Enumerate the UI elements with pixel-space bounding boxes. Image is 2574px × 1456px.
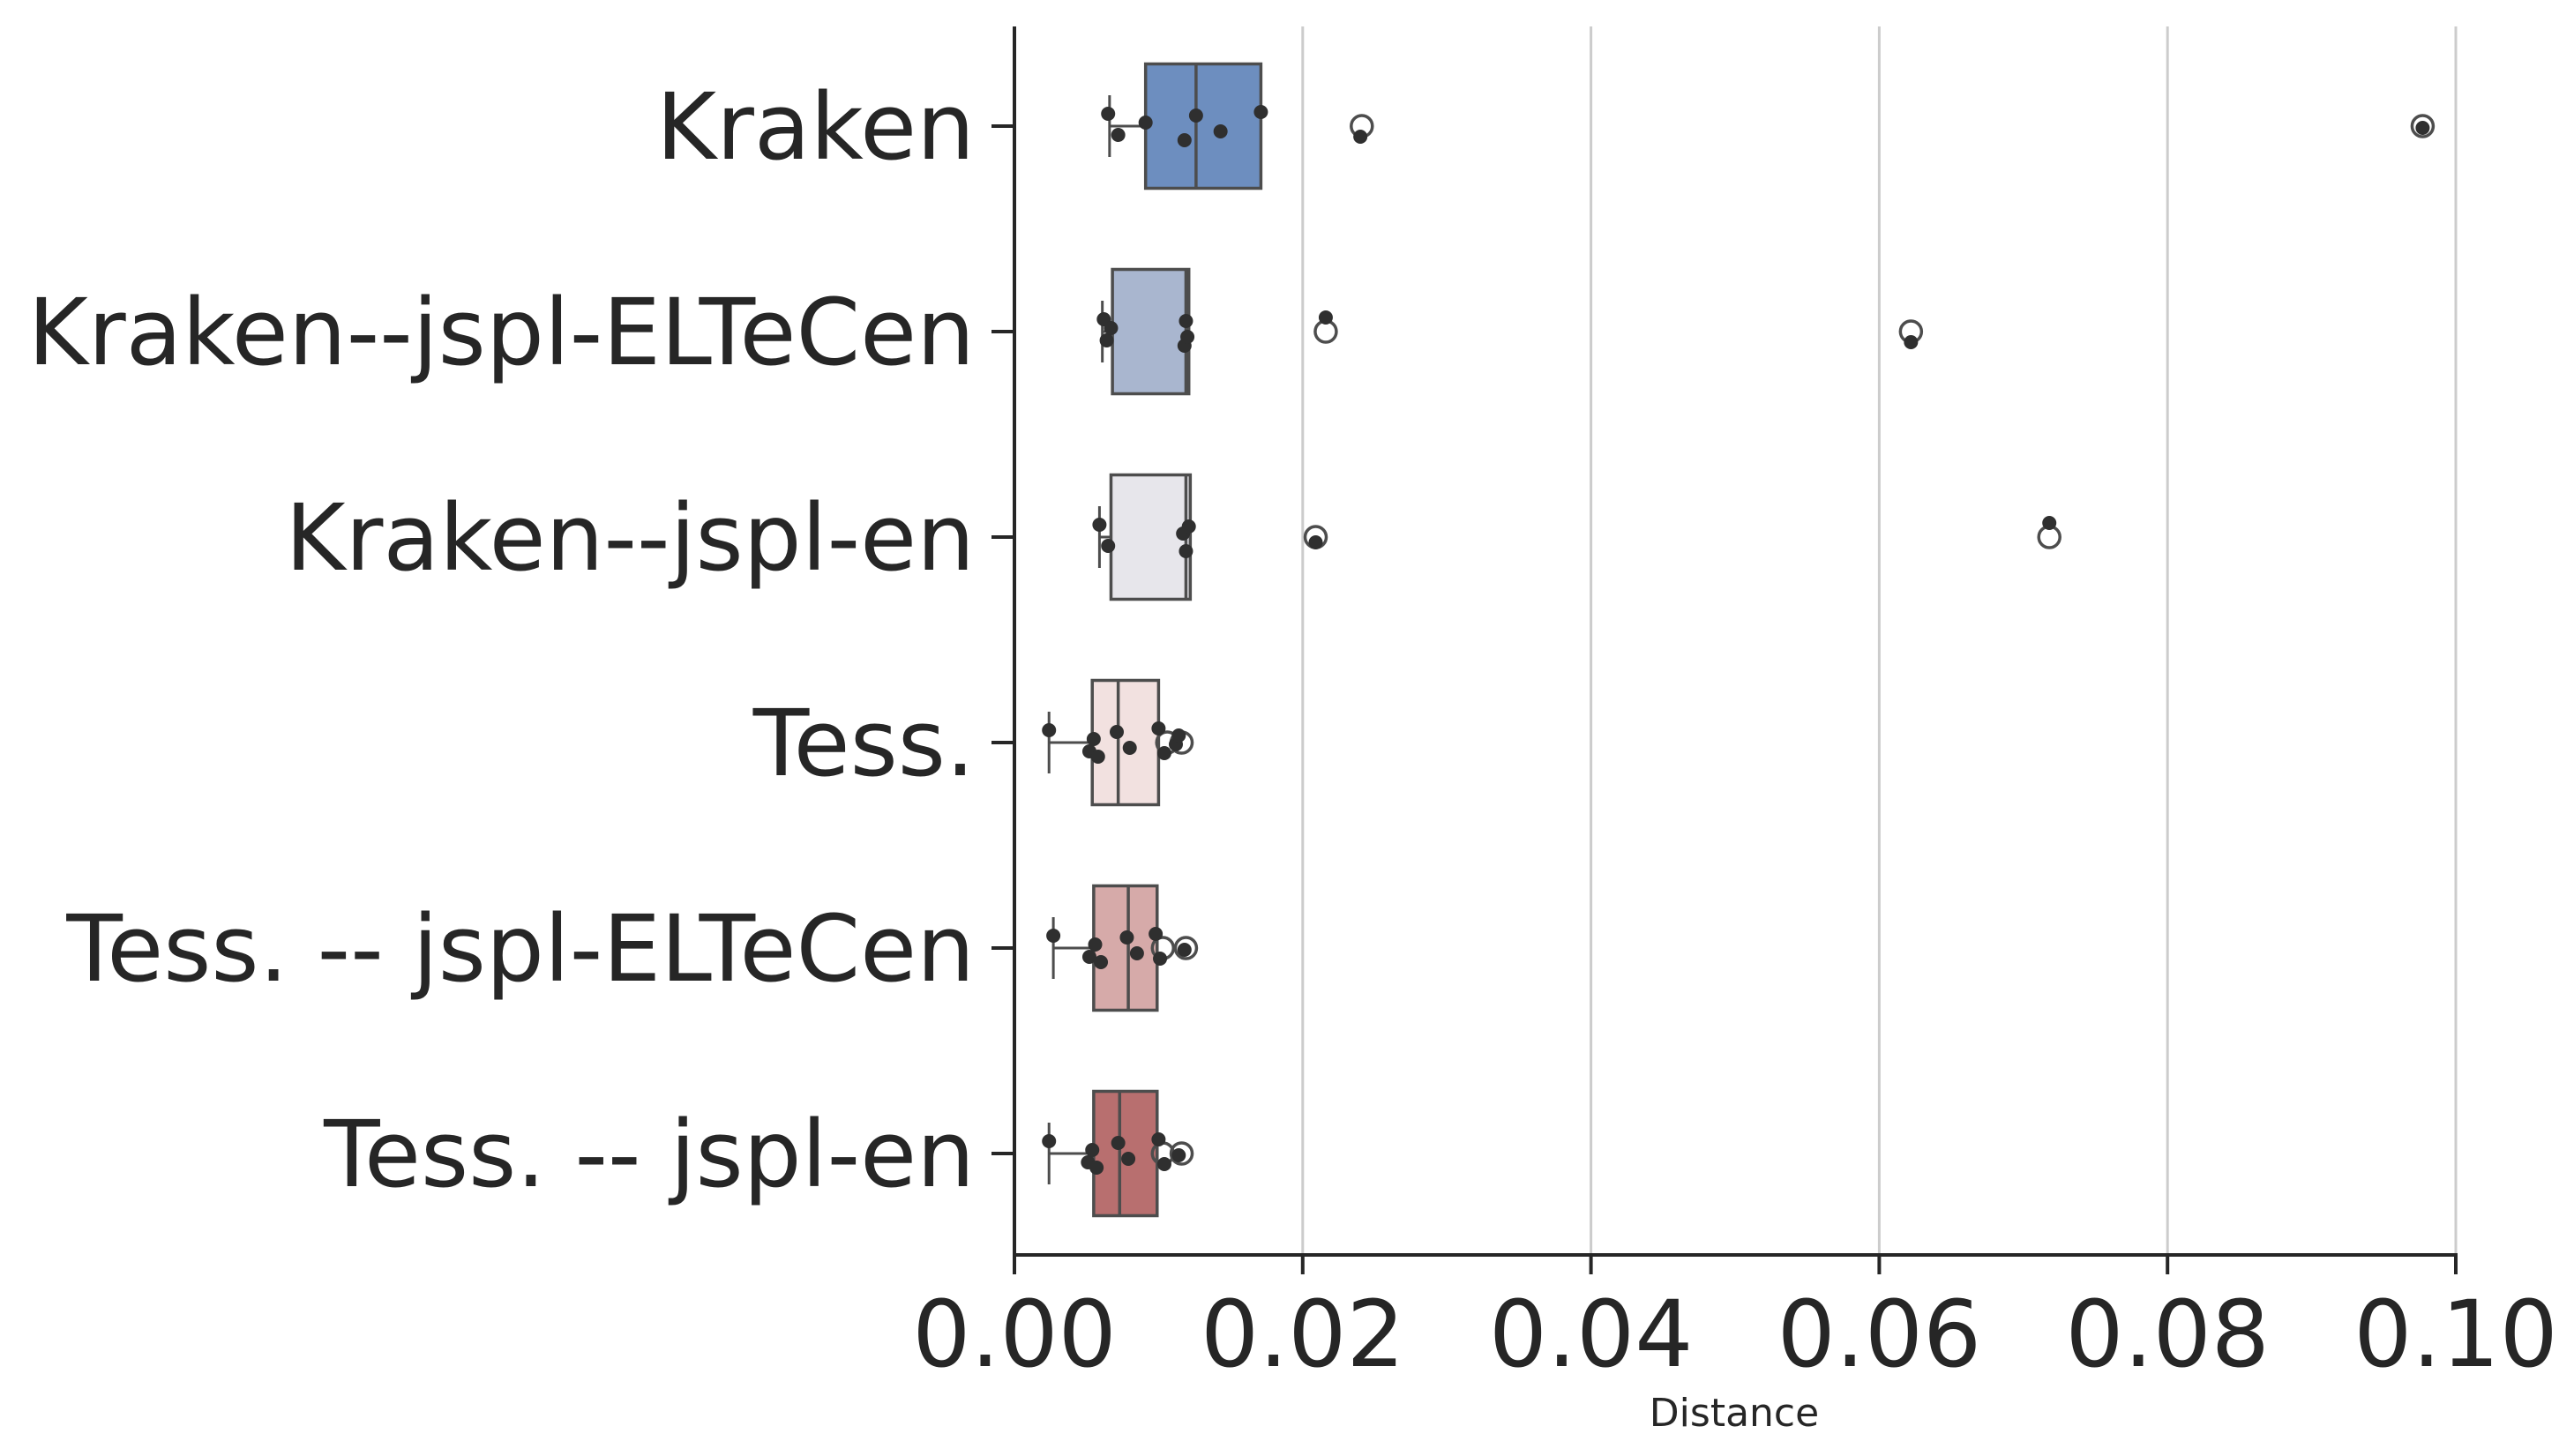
data-point bbox=[1179, 544, 1193, 558]
data-point bbox=[1104, 321, 1119, 335]
data-point bbox=[1177, 133, 1192, 147]
box bbox=[1092, 884, 1159, 1012]
data-point bbox=[1181, 519, 1196, 534]
y-tick-label: Tess. -- jspl-ELTeCen bbox=[65, 895, 975, 1003]
x-axis: 0.00 0.02 0.04 0.06 0.08 0.10 bbox=[912, 1253, 2558, 1388]
grid-lines bbox=[1301, 26, 2458, 1255]
data-point bbox=[1188, 108, 1203, 123]
data-point bbox=[1129, 946, 1144, 960]
x-tick-label: 0.04 bbox=[1489, 1281, 1694, 1388]
data-point bbox=[1253, 105, 1268, 119]
data-point bbox=[1085, 1143, 1100, 1157]
y-tick-label: Kraken bbox=[656, 73, 975, 181]
outlier-marker bbox=[1173, 936, 1199, 960]
data-point bbox=[1318, 310, 1333, 325]
data-point bbox=[1156, 1157, 1171, 1171]
x-tick-label: 0.06 bbox=[1777, 1281, 1982, 1388]
data-point bbox=[1213, 124, 1228, 138]
x-tick-label: 0.10 bbox=[2353, 1281, 2558, 1388]
data-point bbox=[1121, 1152, 1136, 1166]
data-point bbox=[1089, 1161, 1104, 1175]
data-point bbox=[1094, 955, 1109, 969]
x-tick-label: 0.02 bbox=[1201, 1281, 1405, 1388]
data-point bbox=[1111, 128, 1126, 142]
data-point bbox=[1171, 728, 1186, 743]
outlier-marker bbox=[1169, 1141, 1194, 1166]
data-point bbox=[1110, 725, 1125, 739]
box bbox=[1143, 62, 1263, 190]
data-point bbox=[1099, 333, 1114, 347]
outlier-marker bbox=[2410, 114, 2436, 138]
data-point bbox=[1092, 518, 1107, 532]
box bbox=[1111, 267, 1191, 396]
data-point bbox=[1042, 723, 1057, 737]
data-point bbox=[1101, 107, 1116, 121]
data-point bbox=[1179, 314, 1193, 328]
data-point bbox=[1151, 1132, 1166, 1146]
data-point bbox=[1153, 952, 1168, 966]
y-tick-label: Kraken--jspl-en bbox=[285, 484, 975, 592]
y-tick-label: Kraken--jspl-ELTeCen bbox=[28, 279, 975, 386]
data-point bbox=[1156, 746, 1171, 760]
y-tick-label: Tess. bbox=[752, 690, 975, 797]
data-point bbox=[1904, 335, 1919, 349]
data-point bbox=[2415, 121, 2430, 135]
data-point bbox=[1081, 950, 1096, 964]
data-point bbox=[1180, 330, 1195, 344]
data-point bbox=[1090, 750, 1105, 764]
data-point bbox=[1171, 1148, 1186, 1162]
data-point bbox=[1046, 929, 1061, 943]
data-point bbox=[1177, 943, 1192, 957]
data-point bbox=[1138, 116, 1153, 130]
x-tick-label: 0.08 bbox=[2065, 1281, 2270, 1388]
strip-points bbox=[1042, 105, 2430, 1175]
data-point bbox=[1086, 732, 1101, 746]
y-tick-label: Tess. -- jspl-en bbox=[323, 1101, 975, 1208]
data-point bbox=[1151, 721, 1166, 735]
data-point bbox=[1111, 1136, 1126, 1150]
data-point bbox=[1088, 937, 1103, 952]
data-point bbox=[1149, 927, 1164, 941]
data-point bbox=[2042, 516, 2057, 530]
data-point bbox=[1353, 130, 1368, 144]
data-point bbox=[1308, 535, 1323, 549]
data-point bbox=[1119, 930, 1134, 945]
data-point bbox=[1042, 1134, 1057, 1148]
y-axis: Kraken Kraken--jspl-ELTeCen Kraken--jspl-e… bbox=[28, 26, 1016, 1255]
data-point bbox=[1101, 539, 1116, 553]
x-axis-label: Distance bbox=[1650, 1391, 1819, 1436]
data-point bbox=[1122, 741, 1137, 755]
box-series bbox=[1047, 62, 2436, 1218]
x-tick-label: 0.00 bbox=[912, 1281, 1117, 1388]
